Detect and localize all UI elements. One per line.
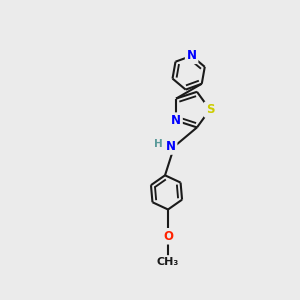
Text: H: H (154, 139, 163, 149)
Text: N: N (166, 140, 176, 153)
Text: O: O (163, 230, 173, 243)
Text: N: N (171, 114, 181, 127)
Text: N: N (187, 49, 196, 62)
Text: S: S (206, 103, 214, 116)
Text: CH₃: CH₃ (157, 256, 179, 266)
